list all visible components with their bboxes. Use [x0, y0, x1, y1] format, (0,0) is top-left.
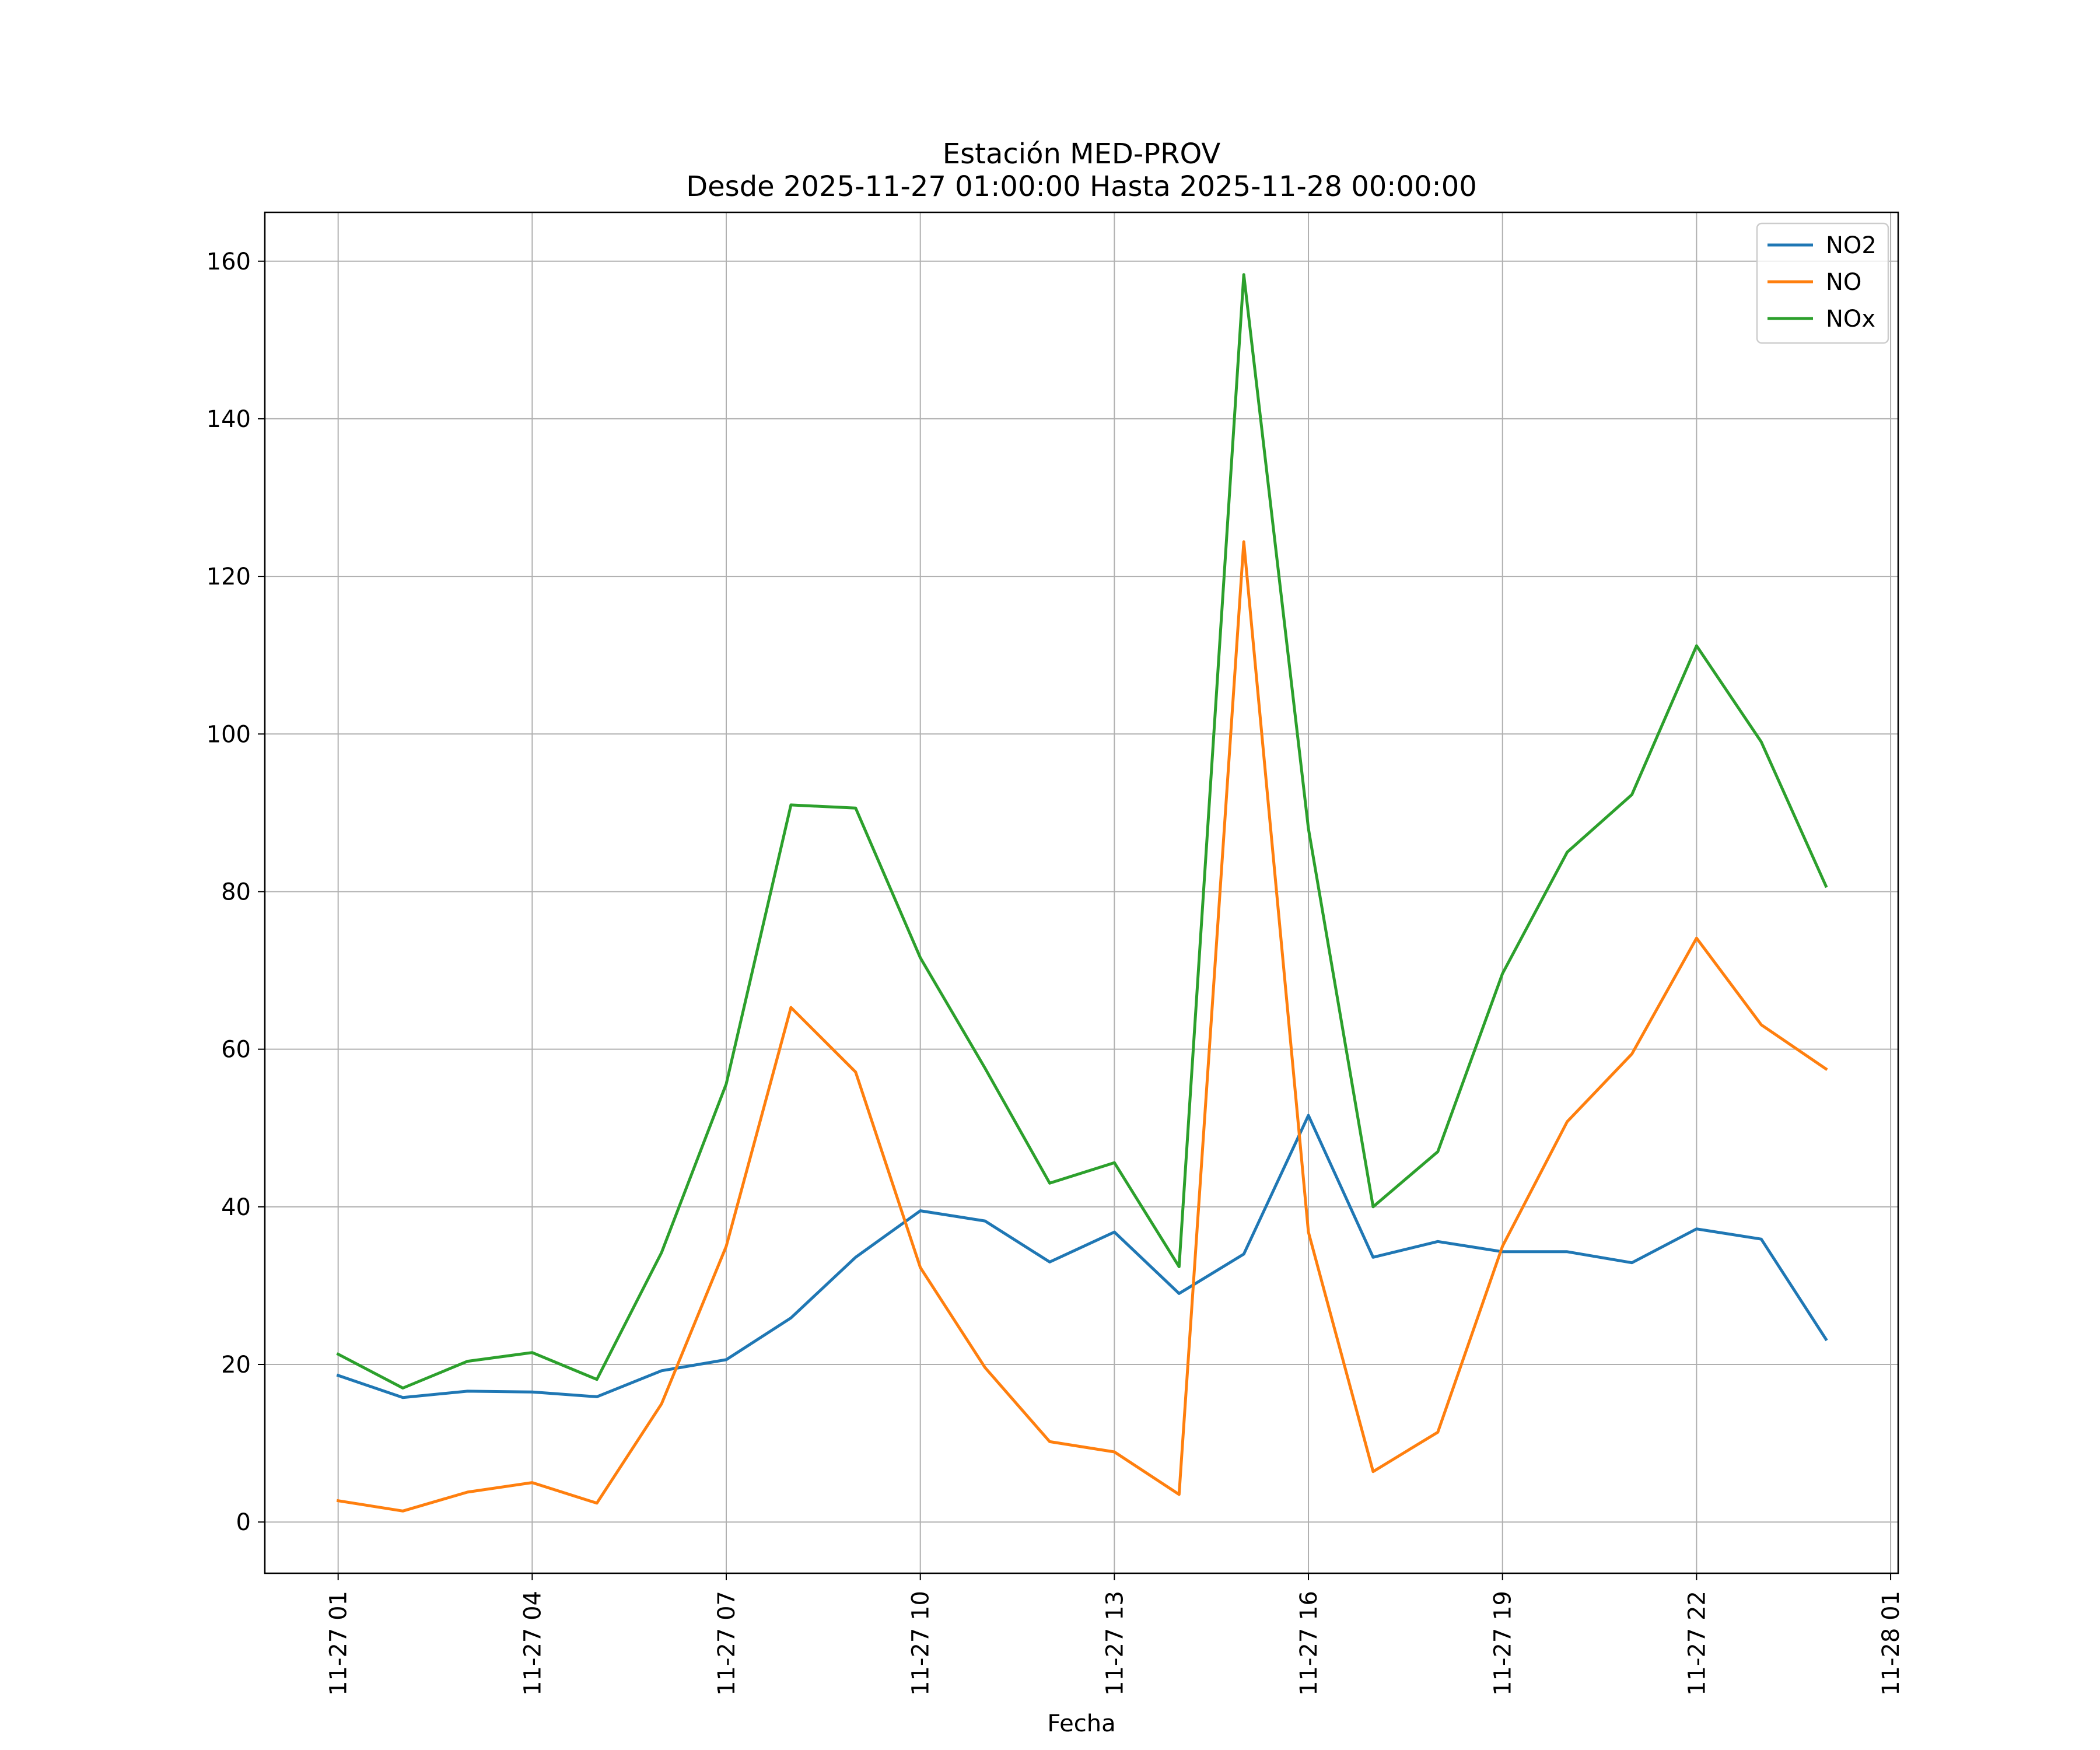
x-tick-label: 11-27 16 — [1296, 1591, 1322, 1696]
legend-label-no: NO — [1826, 269, 1861, 296]
series-line-no2 — [336, 1114, 1828, 1399]
x-tick-label: 11-27 04 — [519, 1591, 546, 1696]
x-tick-label: 11-27 22 — [1684, 1591, 1710, 1696]
chart-title: Estación MED-PROV — [943, 138, 1221, 170]
chart-subtitle: Desde 2025-11-27 01:00:00 Hasta 2025-11-… — [686, 170, 1477, 203]
legend-label-nox: NOx — [1826, 306, 1875, 332]
x-axis: 11-27 01 11-27 04 11-27 07 11-27 10 11-27 13… — [326, 1573, 1905, 1696]
series-line-nox — [336, 273, 1828, 1390]
y-tick-label: 140 — [206, 406, 251, 433]
x-tick-label: 11-27 07 — [713, 1591, 740, 1696]
y-tick-label: 0 — [236, 1509, 251, 1536]
y-tick-label: 20 — [221, 1352, 251, 1378]
plot-frame — [264, 211, 1899, 1574]
x-tick-label: 11-27 10 — [908, 1591, 935, 1696]
series-line-no — [336, 540, 1828, 1513]
y-tick-label: 100 — [206, 721, 251, 748]
y-tick-label: 40 — [221, 1194, 251, 1221]
legend-label-no2: NO2 — [1826, 232, 1877, 259]
legend-box — [1756, 222, 1889, 344]
y-axis: 0 20 40 60 80 100 120 140 160 — [206, 249, 265, 1536]
x-axis-label: Fecha — [1047, 1710, 1115, 1737]
y-tick-label: 60 — [221, 1037, 251, 1063]
legend: NO2 NO NOx — [1756, 222, 1889, 344]
y-tick-label: 80 — [221, 878, 251, 905]
series-group — [336, 273, 1828, 1513]
x-tick-label: 11-27 01 — [326, 1591, 352, 1696]
x-tick-label: 11-28 01 — [1878, 1591, 1905, 1696]
grid — [265, 212, 1898, 1573]
y-tick-label: 120 — [206, 564, 251, 590]
x-tick-label: 11-27 19 — [1490, 1591, 1517, 1696]
y-tick-label: 160 — [206, 249, 251, 275]
x-tick-label: 11-27 13 — [1101, 1591, 1128, 1696]
